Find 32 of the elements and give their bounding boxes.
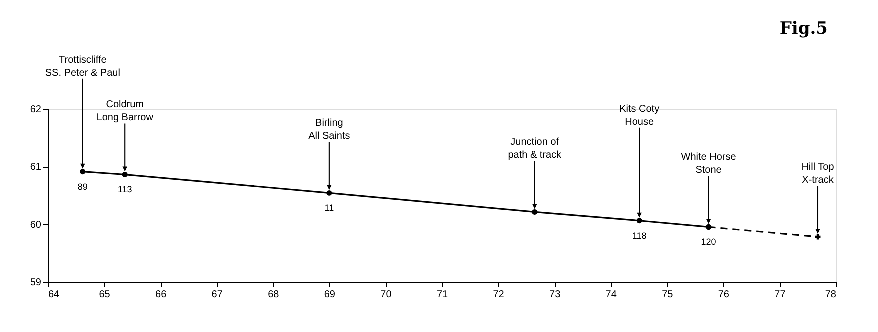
x-tick-label: 73 [550, 290, 562, 300]
annotation: 118 [632, 230, 647, 241]
annotation: Junction of path & track [508, 137, 563, 162]
text: Trottiscliffe SS. Peter & Paul [45, 54, 120, 79]
y-tick-label: 60 [30, 220, 42, 231]
annotation: Birling All Saints [308, 118, 350, 142]
x-tick-label: 65 [99, 290, 111, 300]
annotation: Hill Top X-track [802, 162, 835, 186]
x-tick-label: 75 [662, 290, 674, 300]
annotation: White Horse Stone [681, 152, 737, 176]
x-tick-label: 72 [493, 290, 505, 300]
annotation: 120 [701, 237, 716, 248]
x-tick-label: 77 [774, 290, 786, 300]
x-tick-label: 71 [436, 290, 448, 300]
annotation: Kits Coty House [620, 104, 660, 128]
y-tick-label: 59 [30, 278, 42, 288]
x-tick-label: 78 [825, 290, 837, 300]
x-tick-label: 68 [268, 290, 280, 300]
x-tick-label: 67 [212, 290, 224, 300]
annotation: 113 [118, 184, 132, 195]
x-tick-label: 69 [324, 290, 336, 300]
x-tick-label: 66 [156, 290, 168, 300]
x-tick-label: 76 [718, 290, 730, 300]
annotation: 11 [324, 203, 334, 214]
x-tick-label: 74 [606, 290, 618, 300]
annotation: Coldrum Long Barrow [96, 100, 154, 124]
x-tick-label: 70 [380, 290, 392, 300]
x-tick-label: 64 [48, 290, 60, 300]
annotation: 89 [78, 182, 88, 192]
y-tick-label: 62 [30, 104, 42, 116]
chart-title: Fig.5 [780, 19, 828, 39]
y-tick-label: 61 [30, 162, 42, 174]
